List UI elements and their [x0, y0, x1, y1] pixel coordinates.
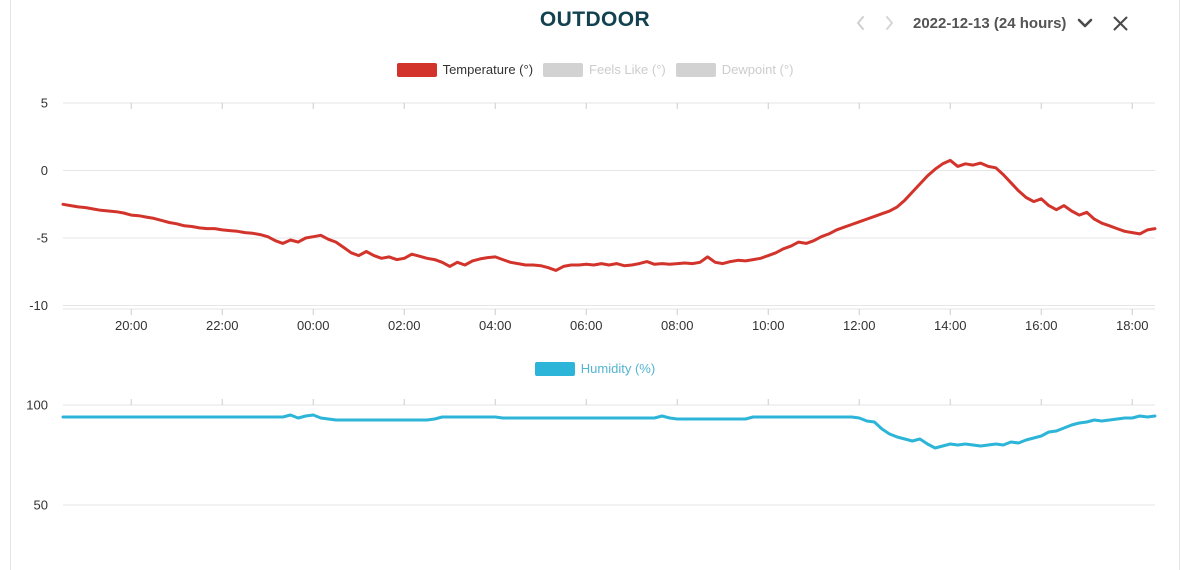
svg-text:5: 5 [41, 96, 48, 111]
prev-day-arrow-icon[interactable] [853, 15, 869, 31]
svg-text:14:00: 14:00 [934, 318, 967, 333]
svg-text:18:00: 18:00 [1116, 318, 1149, 333]
feels-like-swatch [543, 63, 584, 77]
svg-text:-10: -10 [29, 298, 48, 313]
svg-text:02:00: 02:00 [388, 318, 421, 333]
svg-text:08:00: 08:00 [661, 318, 694, 333]
svg-text:06:00: 06:00 [570, 318, 603, 333]
humidity-legend: Humidity (%) [10, 361, 1180, 377]
close-icon[interactable] [1112, 15, 1129, 32]
svg-text:10:00: 10:00 [752, 318, 785, 333]
dewpoint-swatch [675, 63, 716, 77]
temperature-chart: 5 0 -5 -10 20:00 22:00 00:00 02:00 04:00 06:00 08:… [29, 96, 1157, 333]
header-controls: 2022-12-13 (24 hours) [853, 11, 1129, 35]
legend-item-temperature[interactable]: Temperature (°) [396, 62, 534, 77]
legend-label-dewpoint: Dewpoint (°) [721, 62, 794, 77]
svg-text:12:00: 12:00 [843, 318, 876, 333]
humidity-swatch [534, 362, 575, 376]
legend-item-feels-like[interactable]: Feels Like (°) [543, 63, 666, 77]
legend-label-humidity: Humidity (%) [580, 361, 656, 376]
page-title: OUTDOOR [539, 8, 651, 31]
humidity-chart: 100 50 [26, 398, 1157, 513]
chart-card [10, 0, 1180, 570]
svg-text:04:00: 04:00 [479, 318, 512, 333]
svg-text:100: 100 [26, 398, 48, 413]
legend-label-feels-like: Feels Like (°) [589, 62, 666, 77]
temperature-swatch [396, 63, 437, 77]
svg-text:16:00: 16:00 [1025, 318, 1058, 333]
temperature-legend: Temperature (°) Feels Like (°) Dewpoint … [10, 62, 1180, 78]
chevron-down-icon[interactable] [1076, 14, 1094, 32]
svg-text:0: 0 [41, 163, 48, 178]
svg-text:20:00: 20:00 [115, 318, 148, 333]
svg-text:22:00: 22:00 [206, 318, 239, 333]
legend-item-humidity[interactable]: Humidity (%) [534, 361, 656, 376]
next-day-arrow-icon[interactable] [881, 15, 897, 31]
legend-item-dewpoint[interactable]: Dewpoint (°) [675, 62, 794, 77]
legend-label-temperature: Temperature (°) [442, 62, 534, 77]
svg-text:50: 50 [34, 498, 48, 513]
date-range-selector[interactable]: 2022-12-13 (24 hours) [913, 14, 1067, 32]
svg-text:00:00: 00:00 [297, 318, 330, 333]
svg-text:-5: -5 [36, 231, 48, 246]
